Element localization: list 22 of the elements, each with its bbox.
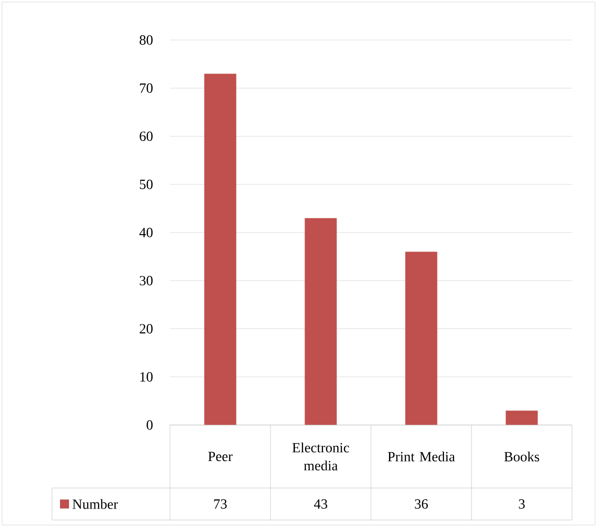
x-tick-label: Peer (208, 452, 233, 462)
y-tick-label: 0 (146, 420, 153, 430)
y-tick-label: 30 (140, 276, 153, 286)
y-tick-label: 80 (140, 35, 153, 45)
y-tick-label: 10 (140, 372, 153, 382)
bar (405, 252, 438, 425)
y-tick-label: 50 (140, 180, 153, 190)
bar (204, 74, 236, 425)
data-label: 43 (314, 499, 328, 509)
x-tick-label: Books (504, 452, 540, 462)
x-tick-label: Print Media (388, 452, 455, 462)
y-tick-label: 70 (140, 83, 153, 93)
y-tick-label: 40 (139, 228, 153, 238)
y-tick-label: 20 (140, 324, 153, 334)
bar (304, 218, 337, 425)
data-label: 3 (518, 499, 525, 509)
data-label: 36 (414, 499, 428, 509)
data-label: 73 (214, 499, 227, 509)
x-tick-label: Electronic media (292, 442, 350, 470)
y-tick-label: 60 (140, 132, 153, 141)
legend-label: Number (72, 499, 118, 509)
bar (506, 410, 538, 425)
